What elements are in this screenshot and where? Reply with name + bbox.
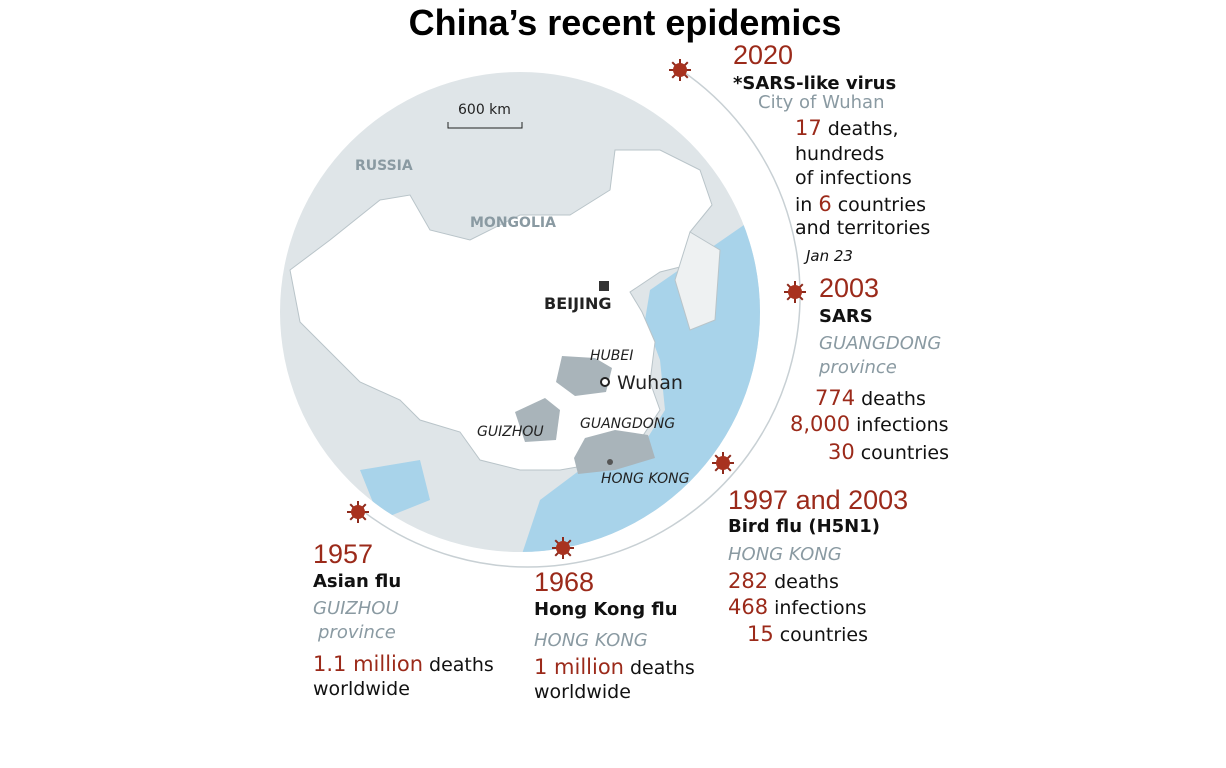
event-stat: 30 countries	[828, 440, 949, 464]
event-place: province	[819, 357, 897, 378]
hubei	[556, 356, 612, 396]
stat-num: 774	[815, 386, 856, 410]
event-stat: 17 deaths,	[795, 116, 899, 140]
event-place: GUANGDONG	[819, 333, 942, 354]
event-stat: worldwide	[313, 678, 410, 700]
province-label: GUIZHOU	[477, 424, 544, 440]
province-label: GUANGDONG	[580, 416, 676, 432]
event-place: City of Wuhan	[758, 92, 885, 113]
stat-text: deaths	[774, 571, 839, 593]
stat-text: infections	[856, 414, 949, 436]
virus-icon	[347, 501, 369, 523]
virus-icon	[552, 537, 574, 559]
virus-body	[351, 505, 365, 519]
event-stat: 1.1 million deaths	[313, 652, 494, 676]
event-date: Jan 23	[806, 247, 853, 265]
stat-num: 17	[795, 116, 822, 140]
event-name: Asian flu	[313, 571, 402, 592]
event-place: province	[318, 622, 396, 643]
event-year: 1997 and 2003	[728, 485, 909, 515]
stat-num: 30	[828, 440, 855, 464]
stat-text: countries	[837, 194, 926, 216]
stat-text: countries	[860, 442, 950, 464]
stat-num: 6	[818, 192, 832, 216]
event-year: 1968	[534, 567, 595, 597]
capital-label: BEIJING	[544, 294, 612, 313]
title: China’s recent epidemics	[408, 2, 842, 43]
event-year: 2020	[733, 40, 794, 70]
guizhou	[515, 398, 560, 442]
stat-text: infections	[774, 597, 867, 619]
stat-text: worldwide	[313, 678, 410, 700]
province-label: HUBEI	[590, 348, 634, 364]
bay	[360, 460, 430, 520]
stat-text: and territories	[795, 217, 931, 239]
event-stat: 8,000 infections	[790, 412, 949, 436]
stat-text: of infections	[795, 167, 912, 189]
event-stat: 774 deaths	[815, 386, 926, 410]
stat-pre: in	[795, 194, 813, 216]
stat-text: deaths	[861, 388, 926, 410]
virus-body	[673, 63, 687, 77]
event-stat: hundreds	[795, 143, 884, 165]
virus-icon	[784, 281, 806, 303]
stat-text: deaths	[429, 654, 494, 676]
scale-label: 600 km	[458, 102, 511, 118]
country-label: RUSSIA	[355, 158, 413, 174]
virus-body	[716, 456, 730, 470]
stat-text: hundreds	[795, 143, 885, 165]
event-place: HONG KONG	[728, 544, 842, 565]
stat-num: 8,000	[790, 412, 851, 436]
stat-num: 282	[728, 569, 769, 593]
capital-marker	[599, 281, 609, 291]
stat-num: 15	[747, 622, 774, 646]
virus-icon	[712, 452, 734, 474]
event-year: 1957	[313, 539, 374, 569]
scale-bar	[447, 122, 523, 129]
stat-text: countries	[779, 624, 869, 646]
event-stat: worldwide	[534, 681, 631, 703]
event-name: *SARS-like virus	[733, 73, 897, 94]
event-stat: in 6 countries	[795, 192, 926, 216]
virus-body	[556, 541, 570, 555]
event-stat: 15 countries	[747, 622, 868, 646]
event-stat: 468 infections	[728, 595, 867, 619]
event-place: HONG KONG	[534, 630, 648, 651]
city-label: Wuhan	[617, 372, 683, 394]
territory-label: HONG KONG	[601, 471, 690, 487]
stat-text: deaths	[630, 657, 695, 679]
event-year: 2003	[819, 273, 880, 303]
event-stat: and territories	[795, 217, 930, 239]
korea	[674, 231, 721, 331]
stat-text: deaths,	[827, 118, 899, 140]
stat-num: 468	[728, 595, 769, 619]
timeline-arc	[360, 68, 801, 568]
hk-marker	[607, 459, 613, 465]
stat-text: worldwide	[534, 681, 631, 703]
virus-icon	[669, 59, 691, 81]
stat-num: 1 million	[534, 655, 624, 679]
event-place: GUIZHOU	[313, 598, 399, 619]
city-marker	[600, 377, 610, 387]
event-name: Hong Kong flu	[534, 599, 678, 620]
country-label: MONGOLIA	[470, 215, 556, 231]
stat-num: 1.1 million	[313, 652, 424, 676]
event-name: SARS	[819, 306, 873, 327]
virus-body	[788, 285, 802, 299]
guangdong	[574, 430, 655, 474]
event-stat: 1 million deaths	[534, 655, 695, 679]
event-name: Bird flu (H5N1)	[728, 516, 880, 537]
event-stat: of infections	[795, 167, 912, 189]
event-stat: 282 deaths	[728, 569, 839, 593]
